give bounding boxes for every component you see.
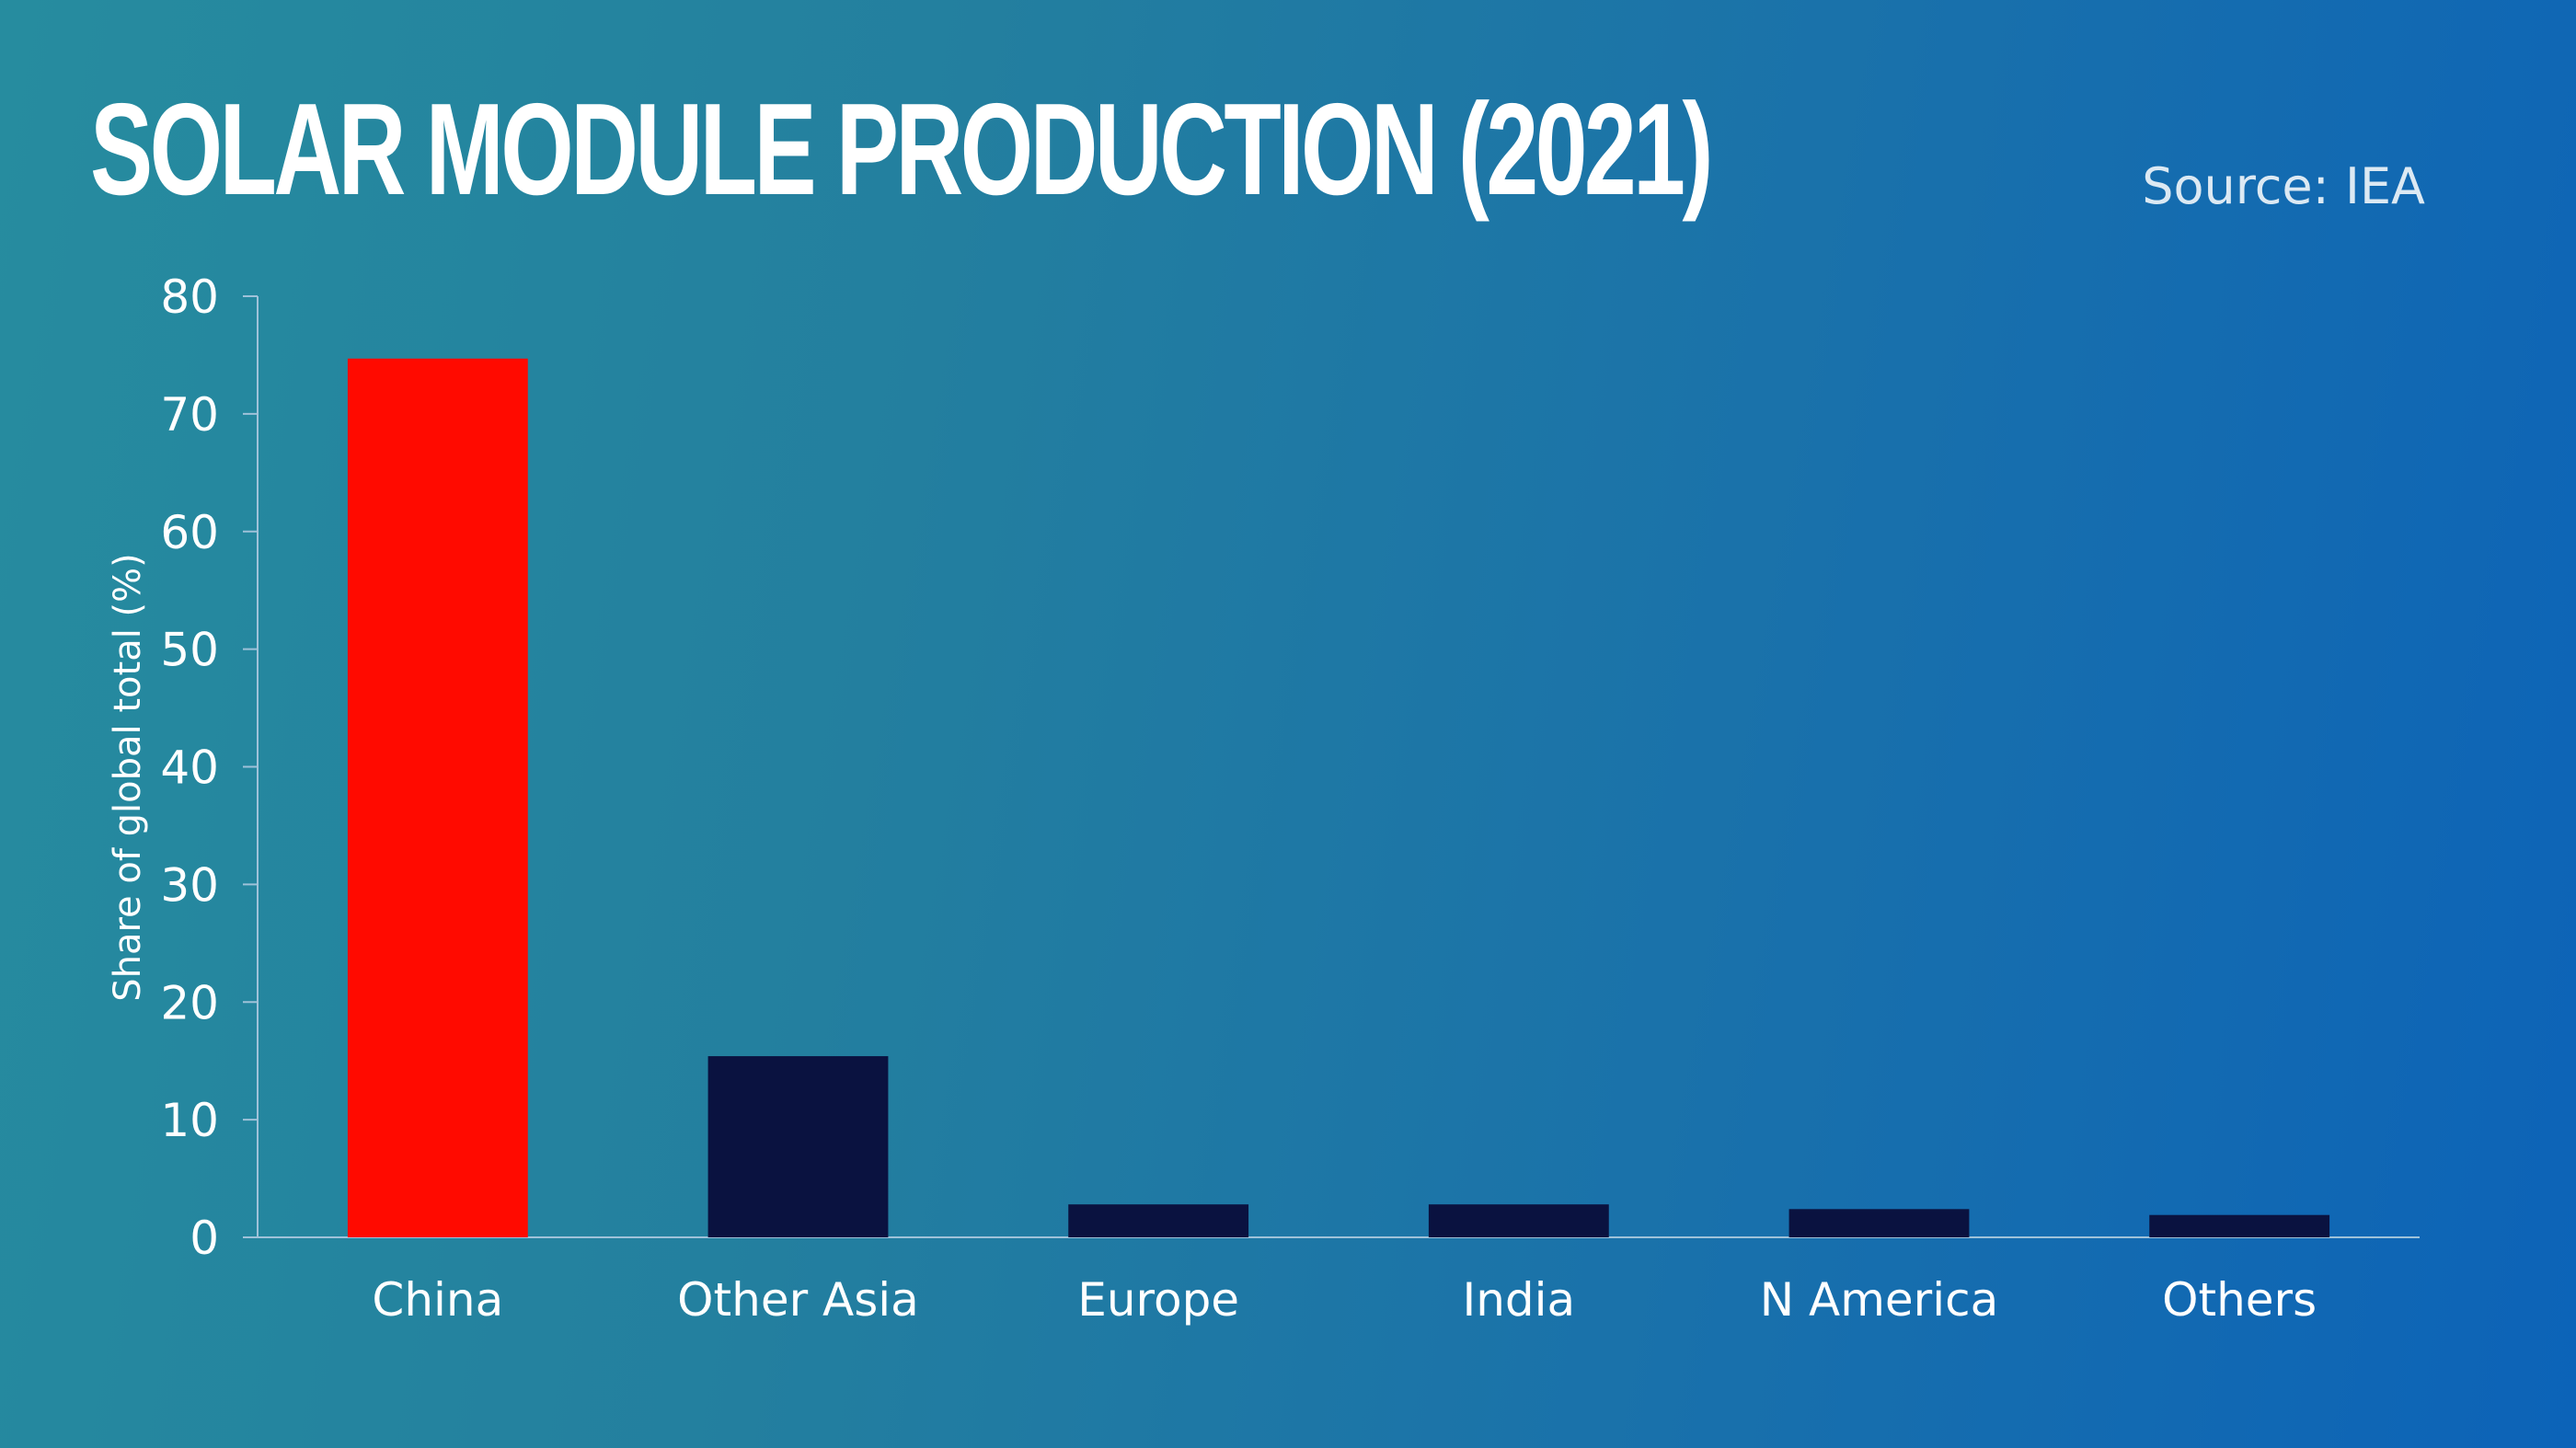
bar-others [2149, 1214, 2330, 1237]
y-tick-label: 70 [160, 388, 219, 442]
bar-china [347, 358, 528, 1237]
x-tick-label: India [1462, 1273, 1575, 1327]
x-tick-label: Others [2162, 1273, 2317, 1327]
bar-india [1428, 1204, 1609, 1237]
y-axis: 0 10 20 30 40 50 60 70 80 [160, 270, 259, 1265]
y-tick-label: 60 [160, 506, 219, 559]
y-tick-label: 0 [190, 1212, 219, 1265]
bar-europe [1068, 1204, 1249, 1237]
bars [347, 358, 2330, 1237]
y-tick-label: 50 [160, 624, 219, 677]
x-tick-label: Europe [1077, 1273, 1239, 1327]
chart-source: Source: IEA [2142, 157, 2425, 215]
bar-n-america [1788, 1209, 1970, 1237]
y-tick-label: 80 [160, 270, 219, 324]
y-tick-label: 20 [160, 976, 219, 1029]
chart-title: SOLAR MODULE PRODUCTION (2021) [90, 76, 1713, 223]
category-labels: China Other Asia Europe India N America Other… [372, 1273, 2317, 1327]
x-tick-label: Other Asia [677, 1273, 919, 1327]
y-tick-label: 40 [160, 741, 219, 795]
x-tick-label: China [372, 1273, 503, 1327]
bar-other-asia [707, 1056, 889, 1237]
y-tick-label: 30 [160, 858, 219, 912]
y-axis-title: Share of global total (%) [107, 553, 149, 1002]
y-tick-label: 10 [160, 1094, 219, 1147]
x-tick-label: N America [1760, 1273, 1999, 1327]
